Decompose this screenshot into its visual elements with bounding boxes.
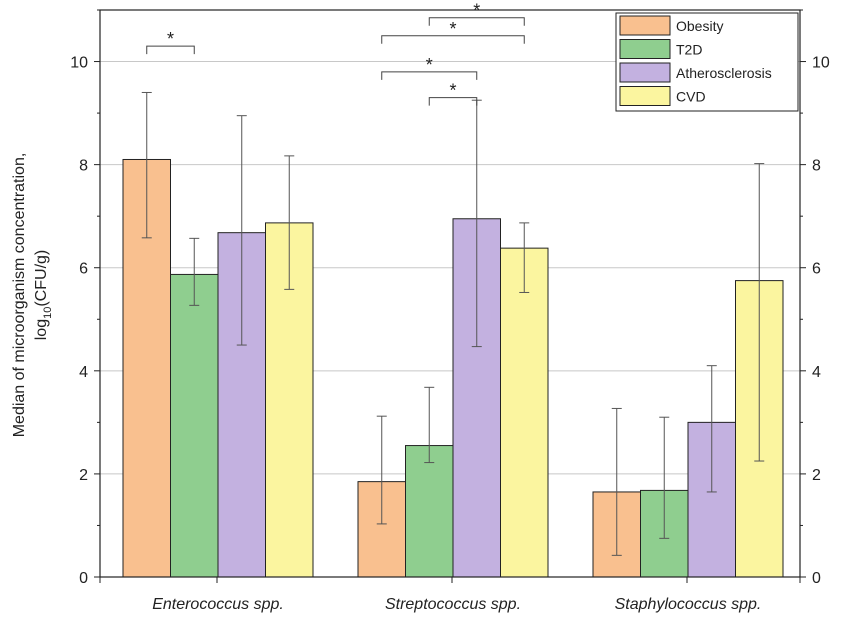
error-bar — [141, 91, 152, 239]
y-tick-label-right: 4 — [812, 364, 821, 381]
error-bar — [376, 415, 387, 525]
bar — [170, 273, 219, 578]
x-category-label: Staphylococcus spp. — [615, 596, 762, 613]
legend-label: CVD — [676, 89, 706, 105]
error-bar — [424, 386, 435, 464]
legend-swatch — [619, 39, 671, 59]
bars — [122, 158, 784, 578]
x-category-label: Streptococcus spp. — [385, 596, 521, 613]
bracket-line — [428, 97, 478, 106]
legend-swatch — [619, 15, 671, 36]
error-bar — [189, 237, 200, 306]
error-bar — [611, 407, 622, 556]
y-tick-label-right: 6 — [812, 261, 821, 278]
error-bar — [754, 163, 765, 462]
legend-item: T2D — [619, 39, 702, 59]
significance-bracket: * — [428, 1, 525, 26]
significance-brackets: * * * * * — [146, 1, 525, 106]
plot-frame — [99, 9, 801, 578]
error-bar — [236, 115, 247, 346]
bracket-line — [146, 45, 195, 55]
bracket-line — [428, 17, 525, 26]
legend-swatch — [619, 62, 671, 83]
significance-star: * — [167, 29, 174, 49]
y-tick-label-right: 0 — [812, 570, 821, 587]
legend-label: T2D — [676, 42, 702, 58]
significance-star: * — [426, 55, 433, 75]
y-tick-label-left: 2 — [79, 467, 88, 484]
y-tick-label-right: 2 — [812, 467, 821, 484]
bar — [405, 445, 454, 578]
y-tick-label-right: 8 — [812, 158, 821, 175]
bracket-line — [381, 71, 478, 80]
y-tick-label-right: 10 — [812, 55, 830, 72]
y-tick-label-left: 4 — [79, 364, 88, 381]
y-tick-label-left: 8 — [79, 158, 88, 175]
y-tick-label-left: 6 — [79, 261, 88, 278]
y-axis-title: Median of microorganism concentration, — [11, 153, 28, 438]
legend-item: CVD — [619, 86, 706, 106]
error-bar — [284, 155, 295, 290]
significance-star: * — [449, 19, 456, 39]
bracket-line — [381, 35, 525, 44]
significance-bracket: * — [146, 29, 195, 55]
legend-item: Atherosclerosis — [619, 62, 772, 83]
legend-label: Obesity — [676, 18, 723, 34]
significance-star: * — [449, 81, 456, 101]
significance-bracket: * — [428, 81, 478, 106]
x-category-label: Enterococcus spp. — [152, 596, 284, 613]
y-axis-title-unit: log10(CFU/g) — [33, 250, 54, 341]
legend-swatch — [619, 86, 671, 106]
legend-label: Atherosclerosis — [676, 65, 772, 81]
y-tick-label-left: 0 — [79, 570, 88, 587]
axes: 0 0 2 2 4 4 6 6 8 8 10 10 Enterococcus spp. Streptoco… — [70, 9, 830, 613]
legend-item: Obesity — [619, 15, 723, 36]
bar — [500, 247, 549, 578]
significance-bracket: * — [381, 19, 525, 44]
y-tick-label-left: 10 — [70, 55, 88, 72]
error-bar — [519, 222, 530, 293]
error-bar — [659, 416, 670, 539]
significance-bracket: * — [381, 55, 478, 80]
legend: Obesity T2D Atherosclerosis CVD — [615, 12, 799, 112]
error-bar — [706, 365, 717, 493]
error-bars — [141, 91, 765, 556]
significance-star: * — [473, 1, 480, 21]
